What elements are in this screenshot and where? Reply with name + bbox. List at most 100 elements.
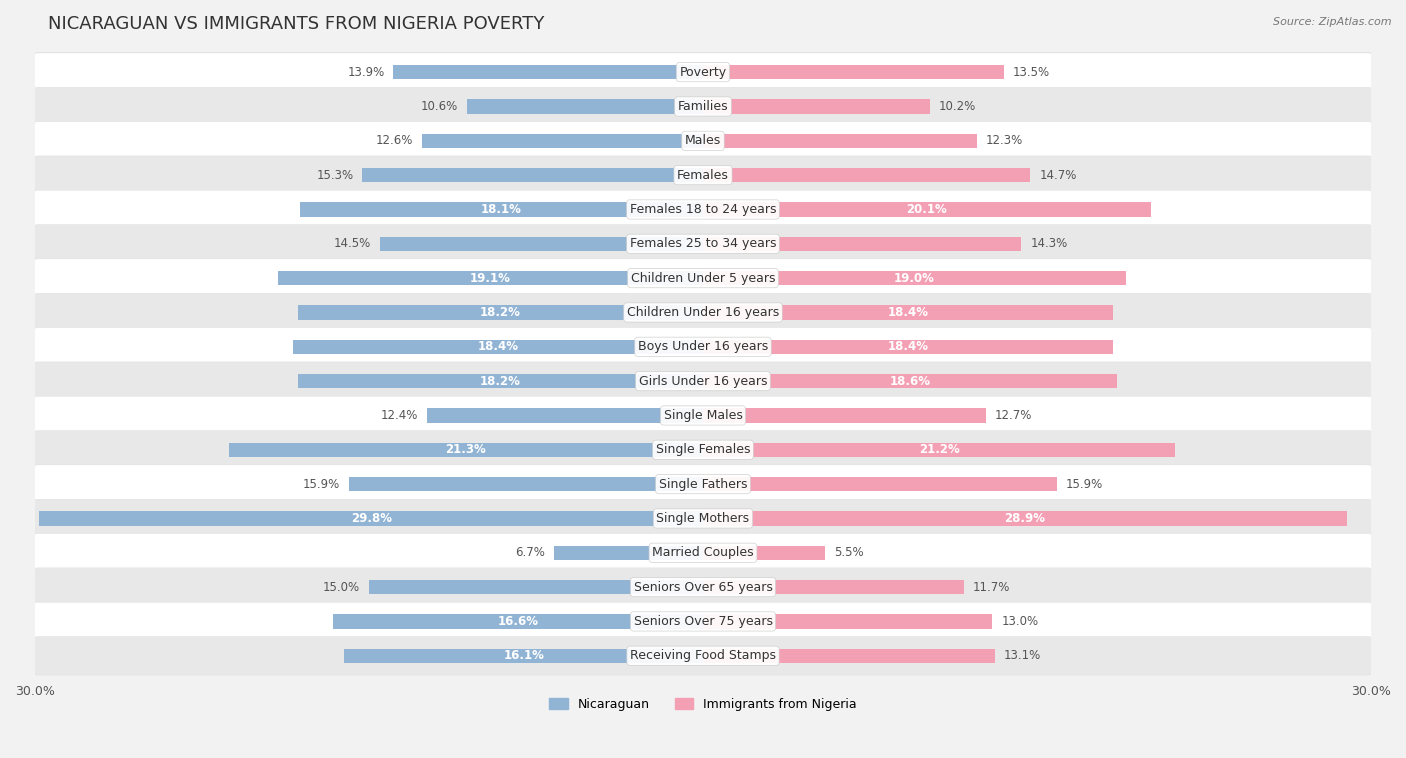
FancyBboxPatch shape bbox=[34, 155, 1372, 194]
Text: Single Mothers: Single Mothers bbox=[657, 512, 749, 525]
Text: 14.5%: 14.5% bbox=[335, 237, 371, 250]
Bar bbox=[703, 271, 1126, 285]
Bar bbox=[422, 133, 703, 148]
FancyBboxPatch shape bbox=[34, 568, 1372, 606]
Text: 20.1%: 20.1% bbox=[907, 203, 948, 216]
Text: 18.4%: 18.4% bbox=[887, 306, 928, 319]
Text: Single Females: Single Females bbox=[655, 443, 751, 456]
Bar bbox=[427, 409, 703, 423]
FancyBboxPatch shape bbox=[34, 121, 1372, 160]
Bar bbox=[703, 236, 1021, 251]
Bar bbox=[333, 614, 703, 628]
Bar bbox=[703, 202, 1150, 217]
Text: 15.9%: 15.9% bbox=[302, 478, 340, 490]
Bar bbox=[703, 477, 1057, 491]
Bar bbox=[703, 511, 1347, 525]
FancyBboxPatch shape bbox=[34, 86, 1372, 125]
Bar bbox=[703, 614, 993, 628]
Bar bbox=[363, 168, 703, 183]
FancyBboxPatch shape bbox=[34, 293, 1372, 331]
Text: 15.3%: 15.3% bbox=[316, 168, 353, 182]
Text: 13.9%: 13.9% bbox=[347, 66, 385, 79]
FancyBboxPatch shape bbox=[34, 362, 1372, 400]
FancyBboxPatch shape bbox=[34, 259, 1372, 297]
Text: NICARAGUAN VS IMMIGRANTS FROM NIGERIA POVERTY: NICARAGUAN VS IMMIGRANTS FROM NIGERIA PO… bbox=[48, 15, 544, 33]
FancyBboxPatch shape bbox=[34, 464, 1372, 503]
Bar bbox=[554, 546, 703, 560]
Text: 16.1%: 16.1% bbox=[503, 650, 544, 662]
Bar bbox=[349, 477, 703, 491]
Text: Poverty: Poverty bbox=[679, 66, 727, 79]
Bar bbox=[703, 168, 1031, 183]
Text: Females: Females bbox=[678, 168, 728, 182]
Text: 18.2%: 18.2% bbox=[479, 306, 520, 319]
FancyBboxPatch shape bbox=[34, 53, 1372, 92]
Bar bbox=[298, 374, 703, 388]
FancyBboxPatch shape bbox=[34, 190, 1372, 229]
Bar bbox=[39, 511, 703, 525]
FancyBboxPatch shape bbox=[34, 465, 1372, 503]
Bar bbox=[380, 236, 703, 251]
Bar bbox=[344, 649, 703, 663]
Text: 18.4%: 18.4% bbox=[887, 340, 928, 353]
Text: 13.5%: 13.5% bbox=[1012, 66, 1050, 79]
Text: 18.2%: 18.2% bbox=[479, 374, 520, 387]
Bar bbox=[299, 202, 703, 217]
Text: 14.3%: 14.3% bbox=[1031, 237, 1067, 250]
Text: 12.4%: 12.4% bbox=[381, 409, 418, 422]
Text: 18.1%: 18.1% bbox=[481, 203, 522, 216]
FancyBboxPatch shape bbox=[34, 499, 1372, 537]
Bar bbox=[703, 546, 825, 560]
Text: Receiving Food Stamps: Receiving Food Stamps bbox=[630, 650, 776, 662]
Text: 13.1%: 13.1% bbox=[1004, 650, 1040, 662]
Bar bbox=[703, 340, 1112, 354]
Text: 19.1%: 19.1% bbox=[470, 271, 510, 284]
Text: Males: Males bbox=[685, 134, 721, 147]
Text: Source: ZipAtlas.com: Source: ZipAtlas.com bbox=[1274, 17, 1392, 27]
Text: Girls Under 16 years: Girls Under 16 years bbox=[638, 374, 768, 387]
FancyBboxPatch shape bbox=[34, 534, 1372, 572]
FancyBboxPatch shape bbox=[34, 602, 1372, 641]
FancyBboxPatch shape bbox=[34, 293, 1372, 332]
Text: 12.7%: 12.7% bbox=[994, 409, 1032, 422]
Text: 16.6%: 16.6% bbox=[498, 615, 538, 628]
Text: 12.3%: 12.3% bbox=[986, 134, 1024, 147]
Text: 13.0%: 13.0% bbox=[1001, 615, 1039, 628]
Text: 18.4%: 18.4% bbox=[478, 340, 519, 353]
Text: 11.7%: 11.7% bbox=[973, 581, 1010, 594]
FancyBboxPatch shape bbox=[34, 396, 1372, 434]
FancyBboxPatch shape bbox=[34, 500, 1372, 537]
Text: 28.9%: 28.9% bbox=[1004, 512, 1045, 525]
Bar bbox=[703, 580, 963, 594]
Bar bbox=[467, 99, 703, 114]
Bar bbox=[368, 580, 703, 594]
Bar bbox=[703, 409, 986, 423]
Text: 29.8%: 29.8% bbox=[350, 512, 392, 525]
Text: 14.7%: 14.7% bbox=[1039, 168, 1077, 182]
FancyBboxPatch shape bbox=[34, 224, 1372, 263]
Bar bbox=[703, 133, 977, 148]
Bar bbox=[229, 443, 703, 457]
FancyBboxPatch shape bbox=[34, 430, 1372, 468]
FancyBboxPatch shape bbox=[34, 156, 1372, 194]
Legend: Nicaraguan, Immigrants from Nigeria: Nicaraguan, Immigrants from Nigeria bbox=[544, 693, 862, 716]
Text: 10.6%: 10.6% bbox=[420, 100, 458, 113]
Text: Children Under 16 years: Children Under 16 years bbox=[627, 306, 779, 319]
Text: 12.6%: 12.6% bbox=[377, 134, 413, 147]
FancyBboxPatch shape bbox=[34, 637, 1372, 675]
FancyBboxPatch shape bbox=[34, 224, 1372, 262]
Bar bbox=[703, 374, 1118, 388]
FancyBboxPatch shape bbox=[34, 567, 1372, 606]
Bar bbox=[277, 271, 703, 285]
Text: 5.5%: 5.5% bbox=[834, 547, 865, 559]
Text: Females 18 to 24 years: Females 18 to 24 years bbox=[630, 203, 776, 216]
FancyBboxPatch shape bbox=[34, 87, 1372, 126]
FancyBboxPatch shape bbox=[34, 258, 1372, 296]
Text: 19.0%: 19.0% bbox=[894, 271, 935, 284]
Text: Married Couples: Married Couples bbox=[652, 547, 754, 559]
FancyBboxPatch shape bbox=[34, 396, 1372, 434]
Text: Females 25 to 34 years: Females 25 to 34 years bbox=[630, 237, 776, 250]
Text: 10.2%: 10.2% bbox=[939, 100, 976, 113]
FancyBboxPatch shape bbox=[34, 327, 1372, 366]
Bar bbox=[703, 305, 1112, 320]
